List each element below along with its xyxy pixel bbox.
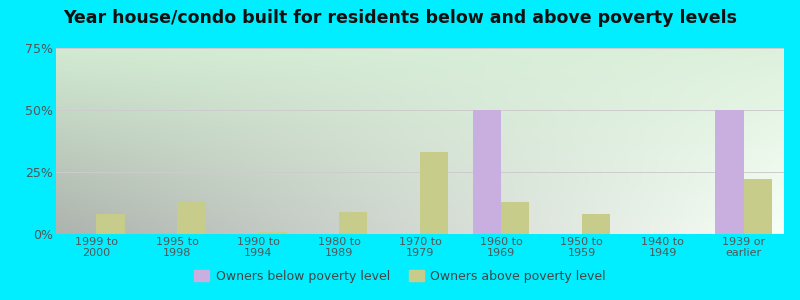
Text: Year house/condo built for residents below and above poverty levels: Year house/condo built for residents bel… [63, 9, 737, 27]
Bar [97, 214, 125, 234]
Bar [178, 202, 206, 234]
Bar [501, 202, 530, 234]
Bar [582, 214, 610, 234]
Bar [743, 179, 772, 234]
Bar [339, 212, 367, 234]
Bar [473, 110, 501, 234]
Legend: Owners below poverty level, Owners above poverty level: Owners below poverty level, Owners above… [190, 265, 610, 288]
Bar [258, 232, 286, 234]
Bar [715, 110, 743, 234]
Bar [420, 152, 448, 234]
